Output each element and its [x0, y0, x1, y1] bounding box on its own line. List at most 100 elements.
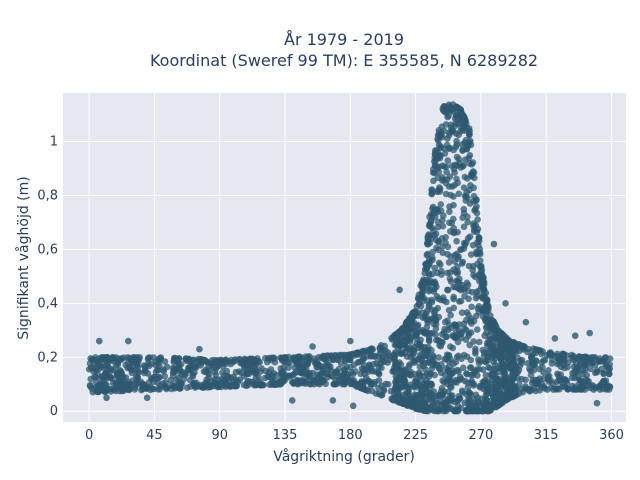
data-point: [156, 374, 163, 381]
x-tick-label: 135: [273, 428, 298, 443]
data-points: [85, 101, 614, 415]
data-point: [447, 383, 454, 390]
data-point: [375, 377, 383, 384]
data-point: [430, 388, 438, 395]
data-point: [426, 330, 434, 337]
data-point: [458, 309, 466, 317]
data-point: [528, 360, 536, 367]
data-point: [299, 355, 306, 362]
data-point: [87, 375, 94, 383]
data-point: [163, 363, 171, 371]
data-point: [100, 377, 107, 384]
data-point: [606, 361, 614, 368]
x-tick-label: 0: [85, 428, 93, 443]
data-point: [109, 385, 117, 393]
data-point: [522, 376, 529, 384]
data-point: [107, 356, 115, 363]
data-point: [565, 385, 572, 393]
data-point: [491, 365, 498, 373]
data-point: [359, 385, 366, 393]
data-point: [483, 315, 491, 323]
data-point: [432, 236, 440, 244]
data-point: [428, 217, 435, 224]
data-point: [398, 370, 406, 378]
data-point: [241, 355, 248, 363]
data-point: [394, 331, 402, 339]
data-point: [409, 352, 417, 359]
data-point: [410, 347, 418, 354]
data-point: [456, 376, 464, 384]
data-point: [271, 355, 279, 362]
outlier-point: [347, 337, 354, 345]
data-point: [320, 352, 328, 360]
data-point: [466, 139, 474, 146]
data-point: [324, 370, 331, 378]
data-point: [428, 381, 436, 389]
data-point: [202, 368, 210, 376]
data-point: [208, 357, 216, 364]
data-point: [465, 295, 472, 303]
data-point: [288, 372, 295, 380]
data-point: [134, 368, 142, 375]
data-point: [435, 259, 443, 267]
outlier-point: [586, 329, 594, 337]
data-point: [145, 354, 152, 362]
data-point: [509, 369, 517, 377]
data-point: [464, 213, 471, 221]
data-point: [472, 407, 479, 415]
outlier-point: [124, 337, 132, 345]
y-tick-labels: 0 0,2 0,4 0,6 0,8 1: [37, 135, 58, 420]
data-point: [575, 385, 582, 392]
data-point: [587, 365, 594, 373]
data-point: [222, 383, 230, 391]
data-point: [445, 396, 453, 403]
data-point: [544, 373, 552, 380]
outlier-point: [593, 399, 601, 407]
data-point: [467, 251, 475, 258]
data-point: [152, 368, 160, 376]
data-point: [309, 375, 317, 383]
data-point: [443, 402, 451, 410]
data-point: [444, 135, 451, 142]
data-point: [455, 368, 462, 375]
data-point: [429, 357, 436, 364]
data-point: [460, 239, 468, 247]
data-point: [486, 332, 494, 340]
data-point: [474, 326, 481, 333]
data-point: [322, 380, 330, 388]
data-point: [554, 370, 561, 378]
data-point: [269, 380, 277, 388]
data-point: [450, 201, 457, 209]
data-point: [419, 352, 426, 359]
data-point: [455, 131, 463, 139]
data-point: [127, 381, 135, 388]
data-point: [466, 200, 474, 207]
data-point: [140, 382, 147, 389]
data-point: [296, 380, 303, 387]
outlier-point: [288, 397, 296, 404]
data-point: [490, 318, 498, 326]
data-point: [468, 303, 475, 311]
y-tick-label: 0,6: [37, 242, 58, 257]
data-point: [474, 216, 481, 223]
data-point: [583, 382, 590, 389]
data-point: [280, 364, 287, 371]
data-point: [421, 365, 429, 373]
data-point: [441, 150, 449, 157]
data-point: [167, 376, 174, 384]
data-point: [424, 232, 432, 240]
data-point: [401, 366, 409, 373]
data-point: [436, 154, 444, 162]
data-point: [205, 382, 213, 390]
data-point: [453, 237, 460, 245]
data-point: [104, 360, 111, 368]
data-point: [262, 354, 269, 362]
data-point: [430, 288, 438, 295]
data-point: [454, 117, 462, 124]
data-point: [463, 370, 470, 377]
data-point: [524, 348, 531, 356]
data-point: [177, 360, 185, 368]
data-point: [476, 249, 484, 256]
data-point: [479, 378, 487, 386]
data-point: [452, 358, 460, 366]
